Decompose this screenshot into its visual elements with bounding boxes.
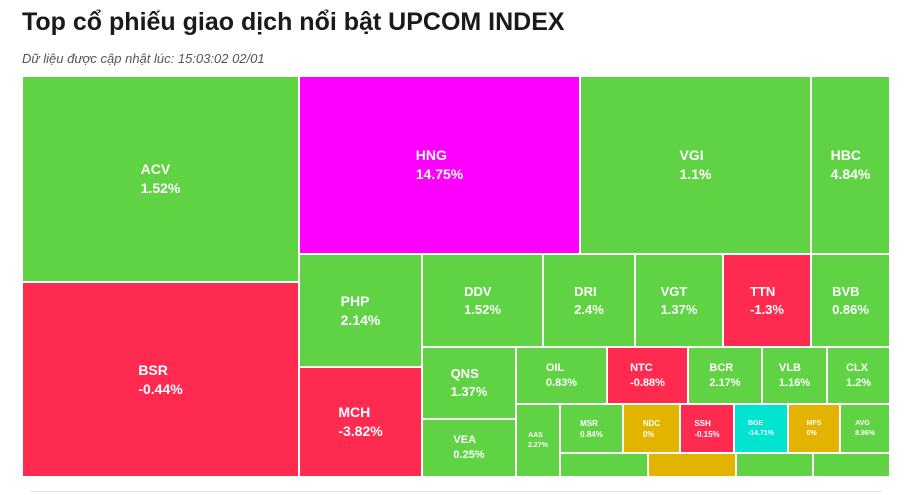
tile-symbol: AVG	[855, 419, 870, 427]
tile-symbol: DRI	[574, 283, 597, 299]
tile-symbol: OIL	[545, 361, 565, 374]
tile-ssh[interactable]: SSH -0.15%	[680, 404, 734, 453]
tile-change: 0.84%	[580, 429, 603, 439]
tile-symbol: NDC	[642, 418, 661, 428]
tile-change: 1.37%	[660, 301, 698, 317]
tile-change: 2.27%	[528, 441, 548, 449]
tile-change: 1.2%	[845, 376, 872, 389]
divider	[30, 491, 882, 492]
tile-php[interactable]: PHP 2.14%	[299, 254, 422, 367]
tile-change: 1.1%	[679, 166, 712, 182]
tile-change: 0.83%	[545, 376, 578, 389]
tile-change: 8.96%	[855, 429, 875, 437]
tile-bvb[interactable]: BVB 0.86%	[811, 254, 890, 347]
tile-symbol: BCR	[709, 361, 734, 374]
tile-symbol: MFS	[806, 419, 822, 427]
tile-change: 0.86%	[832, 301, 869, 317]
tile-vea[interactable]: VEA 0.25%	[422, 419, 516, 477]
tile-symbol: VEA	[453, 434, 477, 446]
tile-mfs[interactable]: MFS 0%	[788, 404, 840, 453]
tile-bsr[interactable]: BSR -0.44%	[22, 282, 299, 477]
tile-dri[interactable]: DRI 2.4%	[543, 254, 635, 347]
last-updated-text: Dữ liệu được cập nhật lúc: 15:03:02 02/0…	[22, 51, 265, 66]
tile-change: 0.25%	[453, 449, 485, 461]
tile-oil[interactable]: OIL 0.83%	[516, 347, 607, 404]
tile-change: 2.17%	[709, 376, 741, 389]
tile-unlabeled[interactable]	[648, 453, 736, 477]
tile-ttn[interactable]: TTN -1.3%	[723, 254, 811, 347]
tile-acv[interactable]: ACV 1.52%	[22, 76, 299, 282]
tile-change: -0.15%	[694, 429, 720, 439]
tile-vgi[interactable]: VGI 1.1%	[580, 76, 811, 254]
tile-symbol: MSR	[580, 418, 598, 428]
tile-change: -0.88%	[630, 376, 665, 389]
tile-symbol: BVB	[832, 283, 860, 299]
tile-clx[interactable]: CLX 1.2%	[827, 347, 890, 404]
tile-symbol: VGI	[679, 147, 704, 163]
tile-symbol: TTN	[750, 283, 776, 299]
tile-symbol: NTC	[630, 361, 653, 374]
tile-symbol: QNS	[450, 366, 479, 381]
tile-change: 1.16%	[778, 376, 811, 389]
tile-symbol: HBC	[830, 147, 861, 163]
tile-mch[interactable]: MCH -3.82%	[299, 367, 422, 477]
tile-symbol: VLB	[778, 361, 801, 374]
tile-symbol: BSR	[138, 361, 168, 378]
tile-avg[interactable]: AVG 8.96%	[840, 404, 890, 453]
tile-msr[interactable]: MSR 0.84%	[560, 404, 623, 453]
tile-symbol: BGE	[747, 419, 764, 427]
tile-vgt[interactable]: VGT 1.37%	[635, 254, 723, 347]
tile-hbc[interactable]: HBC 4.84%	[811, 76, 890, 254]
tile-unlabeled[interactable]	[560, 453, 648, 477]
tile-change: 0%	[642, 429, 655, 439]
tile-hng[interactable]: HNG 14.75%	[299, 76, 580, 254]
tile-ddv[interactable]: DDV 1.52%	[422, 254, 543, 347]
tile-change: 2.4%	[574, 301, 604, 317]
tile-change: 4.84%	[830, 166, 871, 182]
tile-symbol: DDV	[464, 283, 492, 299]
tile-symbol: ACV	[140, 161, 171, 177]
tile-symbol: AAS	[528, 431, 543, 439]
tile-vlb[interactable]: VLB 1.16%	[762, 347, 827, 404]
tile-symbol: VGT	[660, 283, 688, 299]
tile-ndc[interactable]: NDC 0%	[623, 404, 680, 453]
tile-change: -0.44%	[138, 380, 183, 397]
tile-change: -1.3%	[750, 301, 784, 317]
tile-ntc[interactable]: NTC -0.88%	[607, 347, 688, 404]
tile-qns[interactable]: QNS 1.37%	[422, 347, 516, 419]
tile-change: -3.82%	[338, 423, 383, 439]
tile-bge[interactable]: BGE -14.71%	[734, 404, 788, 453]
tile-symbol: PHP	[340, 292, 370, 309]
tile-unlabeled[interactable]	[813, 453, 890, 477]
tile-change: 14.75%	[415, 166, 464, 182]
page-title: Top cổ phiếu giao dịch nổi bật UPCOM IND…	[22, 8, 565, 36]
stock-treemap: ACV 1.52% BSR -0.44% HNG 14.75% VGI 1.1% HBC…	[22, 76, 890, 477]
tile-unlabeled[interactable]	[736, 453, 813, 477]
tile-change: 1.37%	[450, 384, 488, 399]
tile-change: 1.52%	[140, 180, 181, 196]
tile-change: 1.52%	[464, 301, 501, 317]
tile-symbol: HNG	[415, 147, 447, 163]
tile-change: -14.71%	[747, 429, 775, 437]
tile-symbol: MCH	[338, 404, 371, 420]
tile-aas[interactable]: AAS 2.27%	[516, 404, 560, 477]
tile-bcr[interactable]: BCR 2.17%	[688, 347, 762, 404]
tile-change: 2.14%	[340, 311, 381, 328]
tile-symbol: CLX	[845, 361, 868, 374]
tile-change: 0%	[806, 429, 817, 437]
tile-symbol: SSH	[694, 418, 711, 428]
